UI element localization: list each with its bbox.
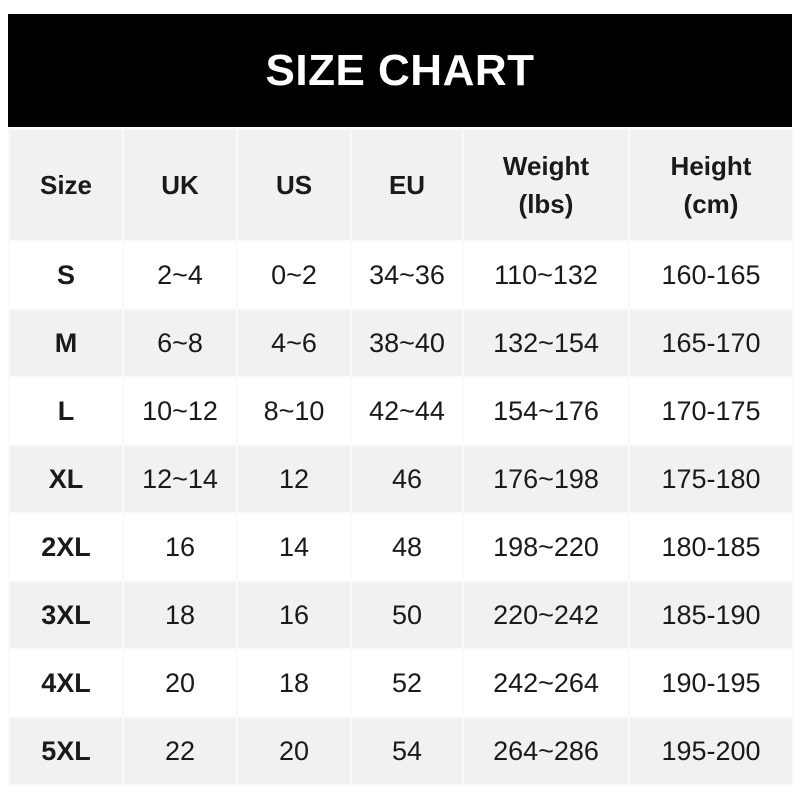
column-header: EU [350,128,464,242]
table-cell: 160-165 [628,240,794,310]
size-label-cell: 3XL [8,580,124,650]
table-cell: 34~36 [350,240,464,310]
size-label-cell: M [8,308,124,378]
table-cell: 132~154 [462,308,630,378]
table-cell: 165-170 [628,308,794,378]
table-row: XL 12~14 12 46 176~198 175-180 [8,444,794,514]
size-label-cell: S [8,240,124,310]
table-cell: 8~10 [236,376,352,446]
table-cell: 12~14 [122,444,238,514]
table-row: 3XL 18 16 50 220~242 185-190 [8,580,794,650]
table-row: 4XL 20 18 52 242~264 190-195 [8,648,794,718]
table-cell: 18 [122,580,238,650]
table-row: M 6~8 4~6 38~40 132~154 165-170 [8,308,794,378]
size-label-cell: L [8,376,124,446]
table-cell: 18 [236,648,352,718]
column-header: US [236,128,352,242]
column-header: Size [8,128,124,242]
table-cell: 242~264 [462,648,630,718]
size-label-cell: 5XL [8,716,124,786]
table-cell: 16 [122,512,238,582]
size-label-cell: XL [8,444,124,514]
table-cell: 54 [350,716,464,786]
column-header: Weight (lbs) [462,128,630,242]
table-cell: 4~6 [236,308,352,378]
table-cell: 195-200 [628,716,794,786]
size-label-cell: 4XL [8,648,124,718]
table-cell: 180-185 [628,512,794,582]
table-cell: 264~286 [462,716,630,786]
table-cell: 190-195 [628,648,794,718]
table-cell: 6~8 [122,308,238,378]
table-row: 5XL 22 20 54 264~286 195-200 [8,716,794,786]
size-table: Size UK US EU Weight (lbs) Height (cm) S 2~4 0~… [8,128,794,786]
table-cell: 16 [236,580,352,650]
table-cell: 185-190 [628,580,794,650]
table-cell: 170-175 [628,376,794,446]
table-cell: 0~2 [236,240,352,310]
table-cell: 46 [350,444,464,514]
table-cell: 2~4 [122,240,238,310]
header-row: Size UK US EU Weight (lbs) Height (cm) [8,128,794,242]
table-cell: 20 [122,648,238,718]
table-cell: 22 [122,716,238,786]
column-header: UK [122,128,238,242]
table-cell: 154~176 [462,376,630,446]
table-cell: 12 [236,444,352,514]
table-cell: 42~44 [350,376,464,446]
table-cell: 48 [350,512,464,582]
table-cell: 20 [236,716,352,786]
table-cell: 198~220 [462,512,630,582]
table-cell: 175-180 [628,444,794,514]
size-label-cell: 2XL [8,512,124,582]
table-cell: 14 [236,512,352,582]
table-cell: 50 [350,580,464,650]
table-row: S 2~4 0~2 34~36 110~132 160-165 [8,240,794,310]
chart-title: SIZE CHART [8,14,792,127]
table-row: 2XL 16 14 48 198~220 180-185 [8,512,794,582]
table-cell: 10~12 [122,376,238,446]
table-cell: 176~198 [462,444,630,514]
table-cell: 52 [350,648,464,718]
table-row: L 10~12 8~10 42~44 154~176 170-175 [8,376,794,446]
table-cell: 110~132 [462,240,630,310]
table-cell: 220~242 [462,580,630,650]
table-cell: 38~40 [350,308,464,378]
column-header: Height (cm) [628,128,794,242]
